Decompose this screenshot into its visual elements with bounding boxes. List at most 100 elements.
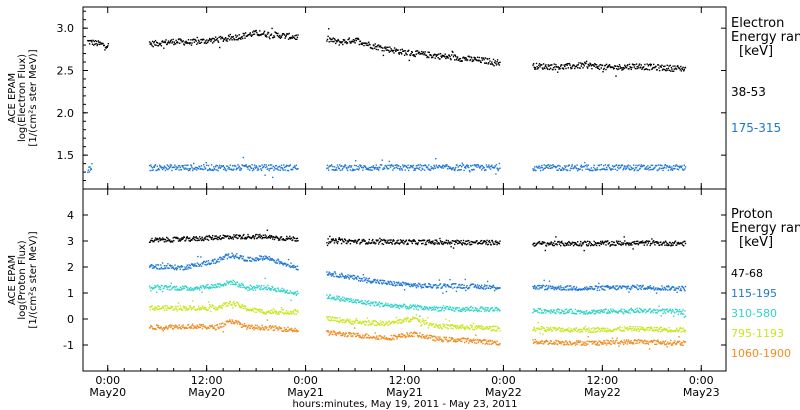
data-point [296,240,298,242]
data-point [230,37,232,40]
data-point [395,316,398,319]
data-point [663,311,665,313]
data-point [563,168,565,170]
data-point [165,325,167,327]
data-point [449,241,452,243]
data-point [624,243,627,245]
data-point [161,285,163,287]
data-point [539,308,542,310]
data-point [635,68,637,70]
data-point [352,299,355,301]
data-point [568,330,571,333]
data-point [488,328,490,330]
data-point [677,243,679,245]
data-point [289,238,292,240]
data-point [272,238,274,240]
data-point [616,285,618,287]
data-point [668,244,670,246]
data-point [423,53,426,55]
data-point [368,238,370,241]
data-point [413,284,415,287]
data-point [658,328,661,330]
data-point [156,42,158,44]
data-point [547,327,549,329]
data-point [470,165,472,167]
data-point [585,62,587,64]
data-point [353,301,356,303]
data-point [425,319,427,322]
data-point [649,63,651,65]
data-point [468,326,470,329]
data-point [196,43,198,45]
data-point [170,305,172,308]
data-point [342,39,345,41]
data-point [478,165,480,167]
data-point [333,166,336,168]
data-point [439,325,442,327]
data-point [329,37,331,39]
data-point [359,40,362,42]
data-point [151,169,153,172]
data-point [671,308,674,311]
data-point [595,310,598,312]
data-point [571,312,573,315]
data-point [411,242,413,245]
data-point [239,307,241,309]
data-point [488,325,491,328]
data-point [261,164,263,166]
data-point [644,308,647,311]
data-point [435,158,437,160]
data-point [245,164,247,166]
data-point [328,41,330,43]
data-point [380,279,382,281]
data-point [290,299,292,301]
data-point [415,317,417,319]
data-point [246,165,248,168]
data-point [149,326,151,329]
data-point [262,167,264,169]
data-point [674,165,677,167]
data-point [368,300,370,302]
data-point [342,43,344,46]
data-point [484,62,486,64]
data-point [403,303,406,306]
data-point [421,239,423,242]
data-point [345,239,347,242]
data-point [336,40,339,42]
data-point [235,304,237,307]
data-point [427,168,429,170]
data-point [157,286,160,288]
data-point [466,306,468,309]
data-point [601,288,603,290]
data-point [577,330,579,332]
data-point [491,61,493,63]
data-point [367,303,369,305]
data-point [413,305,416,308]
data-point [365,166,367,169]
data-point [220,306,223,308]
data-point [230,168,233,170]
data-point [480,325,482,327]
data-point [490,63,492,65]
data-point [444,53,446,55]
data-point [291,37,293,39]
data-point [214,262,217,265]
data-point [382,54,385,57]
data-point [425,285,427,287]
data-point [171,41,174,43]
data-point [204,285,207,287]
data-point [463,56,465,59]
data-point [148,306,151,308]
data-point [432,168,435,170]
data-point [661,167,664,169]
data-point [647,240,649,242]
data-point [277,166,279,168]
data-point [532,329,534,332]
data-point [464,287,466,289]
data-point [447,308,449,310]
data-point [496,243,498,246]
data-point [601,242,603,244]
data-point [551,287,553,289]
data-point [587,244,589,247]
data-point [629,312,631,314]
